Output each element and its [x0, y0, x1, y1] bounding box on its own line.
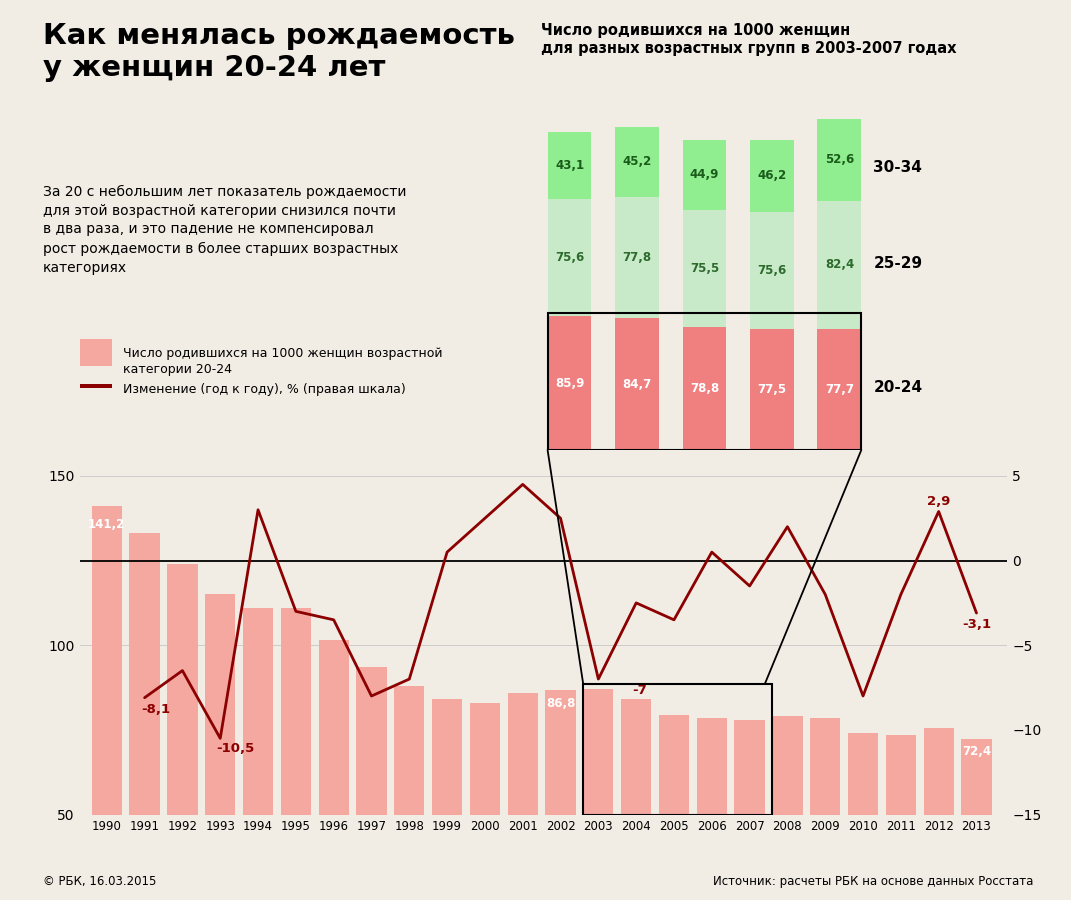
Text: 52,6: 52,6: [825, 153, 854, 166]
Text: 30-34: 30-34: [874, 160, 922, 175]
Bar: [547, 199, 591, 316]
Bar: [659, 715, 689, 900]
Text: -3,1: -3,1: [962, 618, 991, 631]
Bar: [394, 686, 424, 900]
Bar: [750, 140, 794, 212]
Text: Источник: расчеты РБК на основе данных Росстата: Источник: расчеты РБК на основе данных Р…: [713, 876, 1034, 888]
Text: 46,2: 46,2: [757, 169, 786, 183]
Bar: [750, 212, 794, 329]
Bar: [584, 684, 772, 814]
Bar: [923, 728, 954, 900]
Text: 82,4: 82,4: [825, 258, 854, 272]
Text: 20-24: 20-24: [874, 380, 922, 394]
Bar: [357, 667, 387, 900]
Text: 75,6: 75,6: [555, 251, 584, 264]
Text: 72,4: 72,4: [962, 745, 991, 759]
Text: 75,6: 75,6: [757, 264, 786, 277]
Text: -8,1: -8,1: [140, 703, 170, 716]
Bar: [886, 735, 916, 900]
Text: 85,9: 85,9: [555, 377, 584, 390]
Bar: [584, 689, 614, 900]
Text: © РБК, 16.03.2015: © РБК, 16.03.2015: [43, 876, 156, 888]
Bar: [547, 131, 591, 199]
Bar: [508, 693, 538, 900]
Text: 77,5: 77,5: [757, 383, 786, 396]
Bar: [243, 608, 273, 900]
Bar: [621, 699, 651, 900]
Bar: [772, 716, 802, 900]
Bar: [817, 329, 861, 450]
Text: 78,8: 78,8: [690, 382, 719, 395]
Bar: [318, 640, 349, 900]
Bar: [750, 329, 794, 450]
Text: 44,9: 44,9: [690, 168, 719, 182]
Bar: [817, 201, 861, 329]
Text: Как менялась рождаемость
у женщин 20-24 лет: Как менялась рождаемость у женщин 20-24 …: [43, 22, 515, 82]
Bar: [547, 313, 861, 450]
Bar: [696, 718, 727, 900]
Text: За 20 с небольшим лет показатель рождаемости
для этой возрастной категории снизи: За 20 с небольшим лет показатель рождаем…: [43, 184, 406, 274]
Bar: [682, 328, 726, 450]
Text: 77,8: 77,8: [622, 251, 651, 264]
Text: 77,7: 77,7: [825, 383, 854, 396]
Bar: [547, 316, 591, 450]
Bar: [682, 210, 726, 328]
Text: 25-29: 25-29: [874, 256, 922, 272]
Bar: [735, 720, 765, 900]
Bar: [470, 703, 500, 900]
Bar: [92, 506, 122, 900]
Bar: [817, 119, 861, 201]
Text: 43,1: 43,1: [555, 158, 584, 172]
Bar: [848, 734, 878, 900]
Bar: [167, 564, 197, 900]
Text: 75,5: 75,5: [690, 262, 719, 275]
Text: -10,5: -10,5: [216, 742, 255, 755]
Bar: [615, 319, 659, 450]
Text: 84,7: 84,7: [622, 378, 651, 391]
Bar: [206, 594, 236, 900]
Bar: [281, 608, 311, 900]
Text: 45,2: 45,2: [622, 156, 651, 168]
Text: 141,2: 141,2: [88, 518, 125, 531]
Text: 86,8: 86,8: [546, 697, 575, 710]
Bar: [962, 739, 992, 900]
Bar: [615, 127, 659, 197]
Bar: [545, 690, 576, 900]
Text: Число родившихся на 1000 женщин возрастной
категории 20-24: Число родившихся на 1000 женщин возрастн…: [123, 346, 442, 375]
Bar: [432, 699, 463, 900]
Text: -7: -7: [632, 684, 647, 698]
Text: 2,9: 2,9: [927, 495, 950, 508]
Text: Изменение (год к году), % (правая шкала): Изменение (год к году), % (правая шкала): [123, 382, 406, 395]
Bar: [810, 718, 841, 900]
Bar: [615, 197, 659, 319]
Bar: [682, 140, 726, 210]
Text: Число родившихся на 1000 женщин
для разных возрастных групп в 2003-2007 годах: Число родившихся на 1000 женщин для разн…: [541, 22, 956, 56]
Bar: [130, 534, 160, 900]
